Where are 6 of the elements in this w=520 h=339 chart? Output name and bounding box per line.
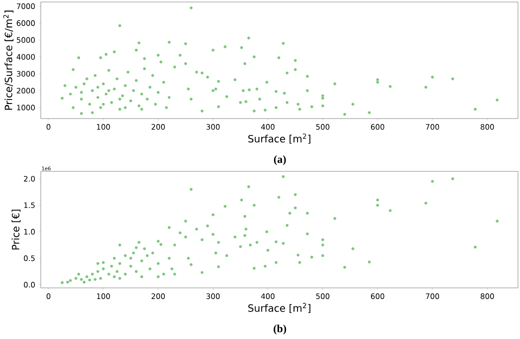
x-axis-title: Surface [m$^{2}$] xyxy=(248,134,310,144)
y-axis-title: Price [€] xyxy=(12,210,21,250)
x-axis-title: Surface [m$^{2}$] xyxy=(248,303,310,314)
y-axis-title: Price/Surface [€/m$^{2}$] xyxy=(3,10,14,110)
text: (b) xyxy=(274,324,286,335)
text: (a) xyxy=(274,155,286,166)
